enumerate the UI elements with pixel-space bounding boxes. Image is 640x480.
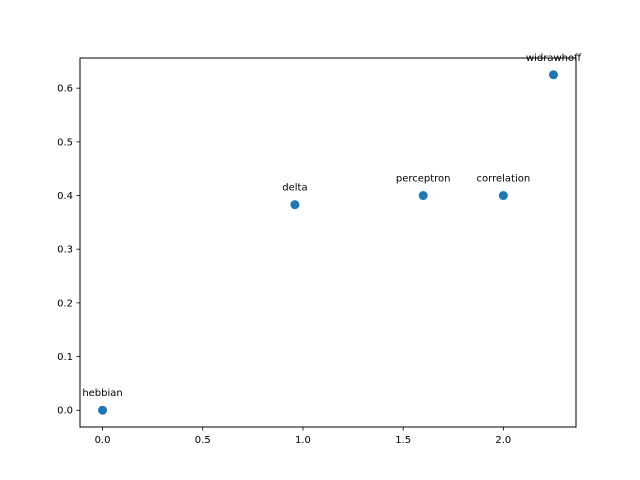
data-point-correlation <box>498 191 508 201</box>
x-tick-label: 2.0 <box>495 435 511 446</box>
point-label-correlation: correlation <box>477 174 531 185</box>
data-points <box>98 70 558 415</box>
y-tick-label: 0.5 <box>57 137 73 148</box>
x-tick-label: 0.5 <box>195 435 211 446</box>
plot-area <box>80 58 576 427</box>
data-point-delta <box>290 200 300 210</box>
y-tick-label: 0.2 <box>57 298 73 309</box>
y-axis-ticks: 0.0 0.1 0.2 0.3 0.4 0.5 0.6 <box>57 84 80 417</box>
x-tick-label: 1.5 <box>395 435 411 446</box>
data-point-perceptron <box>418 191 428 201</box>
y-tick-label: 0.0 <box>57 406 73 417</box>
point-label-hebbian: hebbian <box>82 388 122 399</box>
x-tick-label: 1.0 <box>295 435 311 446</box>
data-point-widrawhoff <box>548 70 558 80</box>
data-point-hebbian <box>98 405 108 415</box>
point-label-perceptron: perceptron <box>396 174 451 185</box>
point-label-delta: delta <box>282 183 307 194</box>
y-tick-label: 0.3 <box>57 245 73 256</box>
y-tick-label: 0.1 <box>57 352 73 363</box>
x-axis-ticks: 0.0 0.5 1.0 1.5 2.0 <box>95 427 511 446</box>
x-tick-label: 0.0 <box>95 435 111 446</box>
y-tick-label: 0.4 <box>57 191 73 202</box>
y-tick-label: 0.6 <box>57 84 73 95</box>
plot-frame <box>79 57 577 428</box>
